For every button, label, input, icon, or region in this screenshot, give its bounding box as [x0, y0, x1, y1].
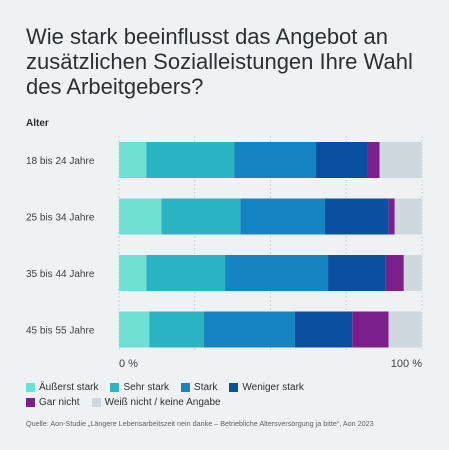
bar-segment [234, 142, 316, 178]
bar-segment [161, 198, 241, 235]
legend-label: Sehr stark [123, 381, 170, 393]
category-label: 25 bis 34 Jahre [26, 213, 95, 224]
legend: Äußerst stark Sehr stark Stark Weniger star… [26, 380, 426, 410]
bar-segment [119, 311, 150, 348]
bar-segment [394, 198, 422, 235]
legend-item: Gar nicht [26, 397, 80, 408]
bar-segment [403, 255, 422, 291]
legend-swatch [229, 382, 239, 392]
bar-segment [315, 142, 368, 178]
bar-segment [119, 198, 162, 235]
x-tick-label: 100 % [391, 358, 422, 370]
stacked-bar-chart: 18 bis 24 Jahre 25 bis 34 Jahre 35 bis 44 … [26, 136, 423, 370]
legend-label: Gar nicht [39, 396, 80, 408]
category-label: 35 bis 44 Jahre [26, 269, 95, 280]
legend-item: Sehr stark [110, 382, 169, 393]
legend-swatch [26, 382, 35, 392]
bar-segment [146, 142, 235, 178]
bar-segment [203, 311, 295, 348]
bar-segment [367, 142, 380, 178]
legend-row: Gar nicht Weiß nicht / keine Angabe [26, 395, 426, 409]
bar-segment [149, 311, 204, 348]
legend-item: Weniger stark [229, 382, 304, 393]
bar-segment [388, 198, 395, 235]
legend-label: Äußerst stark [39, 381, 99, 393]
legend-swatch [91, 397, 101, 407]
bar-segment [146, 255, 226, 291]
bar-segment [379, 142, 422, 178]
category-label: 45 bis 55 Jahre [26, 326, 95, 337]
bar-segment [325, 198, 389, 235]
legend-item: Äußerst stark [26, 382, 98, 393]
bar-segment [240, 198, 326, 235]
legend-swatch [26, 397, 35, 407]
bar-segment [119, 255, 147, 291]
bar-segment [328, 255, 386, 291]
legend-label: Stark [194, 381, 218, 393]
bar-segment [385, 255, 404, 291]
bar-segment [388, 311, 422, 348]
category-label: 18 bis 24 Jahre [26, 156, 95, 167]
group-axis-label: Alter [26, 118, 49, 129]
bar-segment [294, 311, 353, 348]
x-tick-label: 0 % [119, 358, 138, 370]
legend-swatch [110, 382, 120, 392]
bar-segment [119, 142, 147, 178]
chart-title: Wie stark beeinflusst das Angebot an zus… [26, 24, 413, 99]
bar-segment [352, 311, 389, 348]
legend-label: Weniger stark [242, 381, 304, 393]
legend-label: Weiß nicht / keine Angabe [104, 396, 221, 408]
legend-swatch [181, 382, 191, 392]
source-note: Quelle: Aon-Studie „Längere Lebensarbeit… [26, 419, 374, 428]
legend-row: Äußerst stark Sehr stark Stark Weniger star… [26, 380, 426, 394]
legend-item: Weiß nicht / keine Angabe [91, 396, 221, 408]
legend-item: Stark [181, 382, 217, 393]
bar-segment [225, 255, 329, 291]
